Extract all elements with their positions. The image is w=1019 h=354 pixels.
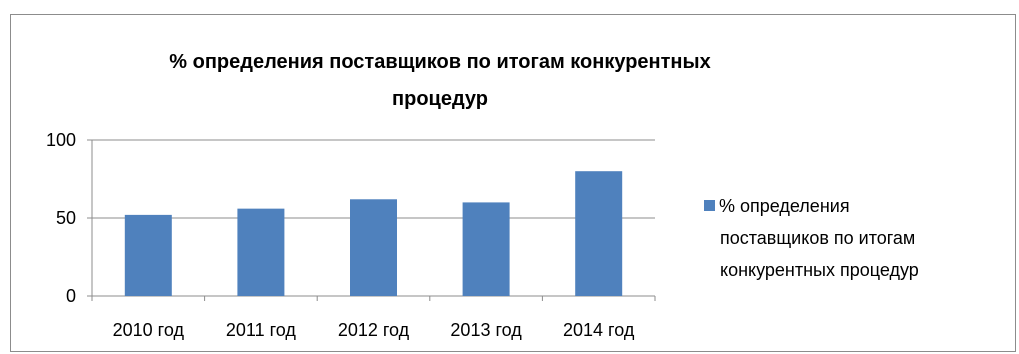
legend-label-line-2: поставщиков по итогам: [720, 228, 916, 248]
bar: [575, 171, 623, 296]
legend: % определения поставщиков по итогам конк…: [704, 190, 1004, 286]
chart-title: % определения поставщиков по итогам конк…: [120, 44, 760, 118]
x-tick-label: 2014 год: [563, 320, 635, 340]
bar: [237, 208, 285, 296]
y-tick-label: 0: [66, 286, 76, 306]
legend-swatch: [704, 200, 715, 211]
x-tick-label: 2011 год: [226, 320, 296, 340]
x-tick-label: 2012 год: [338, 320, 410, 340]
y-tick-label: 100: [46, 130, 76, 150]
chart-title-line-1: % определения поставщиков по итогам конк…: [169, 51, 711, 73]
legend-label-line-3: конкурентных процедур: [720, 260, 919, 280]
chart-title-line-2: процедур: [392, 88, 488, 110]
bar: [350, 199, 397, 296]
legend-entry: % определения: [704, 190, 1004, 222]
legend-label-line-1: % определения: [719, 196, 850, 216]
x-tick-label: 2010 год: [113, 320, 185, 340]
x-tick-label: 2013 год: [450, 320, 522, 340]
y-tick-label: 50: [56, 208, 76, 228]
bar: [462, 202, 510, 296]
bar: [124, 214, 172, 296]
